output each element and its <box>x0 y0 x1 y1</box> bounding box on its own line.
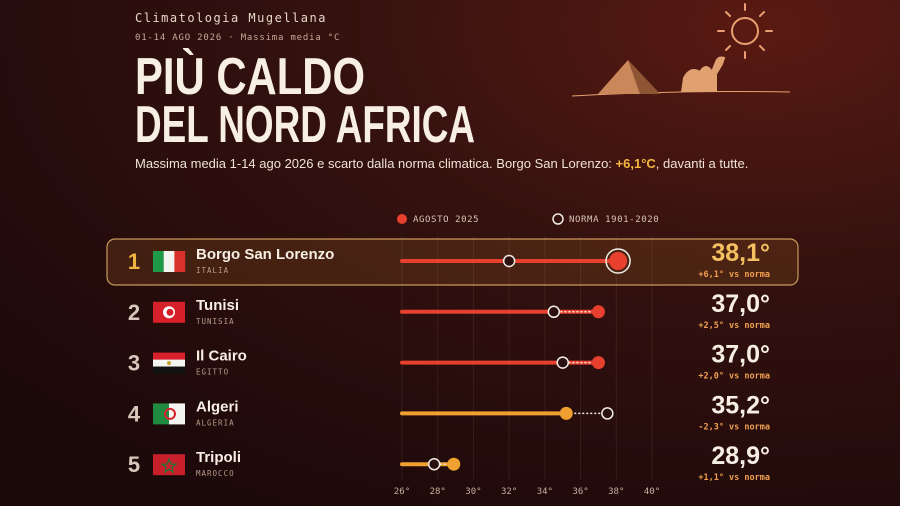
norm-marker <box>547 305 561 319</box>
flag-stripe <box>153 403 169 425</box>
highlight-ring <box>605 248 631 274</box>
flag-emblem <box>160 457 178 474</box>
country-label: MAROCCO <box>196 469 235 478</box>
x-tick-label: 34° <box>537 487 553 497</box>
subtitle-text: Massima media 1-14 ago 2026 e scarto dal… <box>135 156 616 171</box>
rank: 1 <box>128 249 140 274</box>
x-tick-label: 36° <box>572 487 588 497</box>
norm-marker <box>556 356 569 369</box>
legend-label: AGOSTO 2025 <box>413 215 479 225</box>
delta-label: +6,1° vs norma <box>698 270 770 280</box>
delta-label: +2,0° vs norma <box>698 372 770 382</box>
country-label: ALGERIA <box>196 418 235 427</box>
row: 1 Borgo San Lorenzo ITALIA 38,1° +6,1° vs no… <box>128 239 770 280</box>
x-tick-label: 32° <box>501 487 517 497</box>
x-tick-label: 38° <box>608 487 624 497</box>
norm-marker <box>502 254 516 268</box>
category-label: Tunisi <box>196 297 239 314</box>
decoration <box>571 3 791 97</box>
rank: 5 <box>128 452 140 477</box>
value-marker <box>609 252 628 270</box>
title-line: PIÙ CALDO <box>135 48 365 106</box>
value-marker <box>591 356 605 370</box>
flag-stripe <box>174 251 186 272</box>
row: 4 Algeri ALGERIA 35,2° -2,3° vs norma <box>128 391 770 432</box>
category-label: Algeri <box>196 398 239 415</box>
row: 3 Il Cairo EGITTO 37,0° +2,0° vs norma <box>128 341 770 382</box>
rank: 3 <box>128 351 140 376</box>
legend-marker <box>552 213 564 225</box>
value-label: 37,0° <box>711 341 770 369</box>
x-tick-label: 30° <box>465 487 481 497</box>
country-label: EGITTO <box>196 368 229 377</box>
legend-marker <box>397 214 407 224</box>
subtitle-highlight: +6,1°C <box>616 156 657 171</box>
flag-stripe <box>163 251 175 272</box>
flag-field <box>153 454 185 476</box>
delta-label: +2,5° vs norma <box>698 321 770 331</box>
country-label: ITALIA <box>196 266 229 275</box>
legend-label: NORMA 1901-2020 <box>569 215 659 225</box>
flag-stripe <box>169 403 185 425</box>
value-marker <box>591 305 605 319</box>
value-label: 37,0° <box>711 290 770 318</box>
flag-emblem <box>167 361 171 366</box>
category-label: Borgo San Lorenzo <box>196 246 334 263</box>
meta: 01-14 AGO 2026 · Massima media °C <box>135 33 340 43</box>
value-label: 38,1° <box>711 239 770 267</box>
rank: 2 <box>128 300 140 325</box>
country-label: TUNISIA <box>196 317 235 326</box>
x-tick-label: 26° <box>394 487 410 497</box>
x-tick-label: 40° <box>644 487 660 497</box>
norm-marker <box>427 457 441 471</box>
value-label: 28,9° <box>711 442 770 470</box>
value-label: 35,2° <box>711 391 770 419</box>
flag-stripe <box>153 366 185 374</box>
flag-stripe <box>153 251 164 272</box>
subtitle: Massima media 1-14 ago 2026 e scarto dal… <box>135 156 748 171</box>
row: 5 Tripoli MAROCCO 28,9° +1,1° vs norma <box>128 442 770 483</box>
title-line: DEL NORD AFRICA <box>135 96 475 154</box>
value-marker <box>559 406 573 420</box>
flag-stripe <box>153 352 185 360</box>
value-marker <box>447 457 461 471</box>
delta-label: +1,1° vs norma <box>698 473 770 483</box>
rank: 4 <box>128 401 141 426</box>
row: 2 Tunisi TUNISIA 37,0° +2,5° vs norma <box>128 290 770 331</box>
x-tick-label: 28° <box>430 487 446 497</box>
category-label: Il Cairo <box>196 348 247 365</box>
subtitle-text: , davanti a tutte. <box>656 156 749 171</box>
flag-emblem <box>166 308 174 316</box>
category-label: Tripoli <box>196 449 241 466</box>
flag-emblem <box>164 407 176 420</box>
norm-marker <box>601 407 614 420</box>
kicker: Climatologia Mugellana <box>135 11 327 25</box>
delta-label: -2,3° vs norma <box>698 422 770 432</box>
